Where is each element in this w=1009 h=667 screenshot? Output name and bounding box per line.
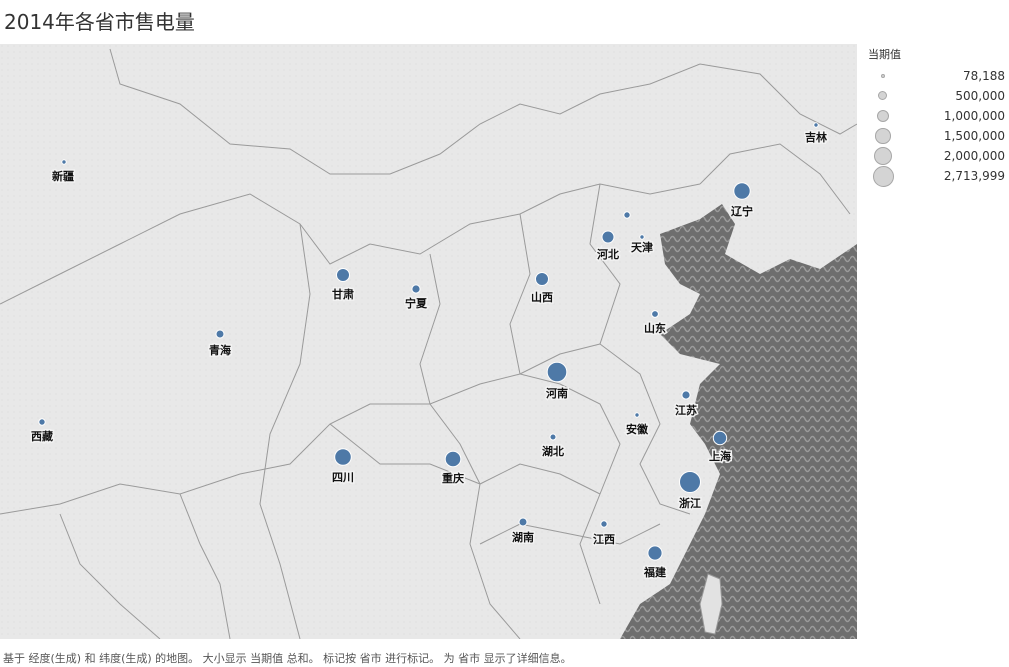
- province-marker[interactable]: [733, 182, 751, 200]
- legend-size-circle: [876, 109, 890, 123]
- province-marker[interactable]: [634, 412, 640, 418]
- province-label: 西藏: [31, 429, 53, 443]
- province-marker[interactable]: [334, 448, 352, 466]
- legend-item: 78,188: [868, 66, 1005, 86]
- legend-size-circle: [872, 165, 894, 187]
- province-label: 山东: [644, 321, 666, 335]
- legend-item: 1,500,000: [868, 126, 1005, 146]
- province-label: 天津: [631, 240, 653, 254]
- province-marker[interactable]: [535, 272, 549, 286]
- legend-label: 1,000,000: [943, 109, 1005, 123]
- province-marker[interactable]: [518, 517, 528, 527]
- province-marker[interactable]: [38, 418, 46, 426]
- legend-label: 2,713,999: [943, 169, 1005, 183]
- province-label: 湖北: [542, 444, 564, 458]
- province-label: 甘肃: [332, 287, 354, 301]
- province-borders: [0, 48, 857, 639]
- province-marker[interactable]: [647, 545, 663, 561]
- province-marker[interactable]: [651, 310, 659, 318]
- province-label: 青海: [209, 343, 231, 357]
- province-label: 辽宁: [731, 204, 753, 218]
- province-label: 浙江: [679, 496, 701, 510]
- legend-label: 1,500,000: [943, 129, 1005, 143]
- legend-item: 2,713,999: [868, 165, 1005, 187]
- province-label: 江西: [593, 532, 615, 546]
- province-marker[interactable]: [61, 159, 67, 165]
- province-marker[interactable]: [639, 234, 645, 240]
- province-label: 宁夏: [405, 296, 428, 310]
- legend-item: 500,000: [868, 86, 1005, 106]
- legend-label: 78,188: [963, 69, 1005, 83]
- legend-size-circle: [878, 91, 888, 101]
- province-marker[interactable]: [411, 284, 421, 294]
- province-marker[interactable]: [336, 268, 350, 282]
- province-marker[interactable]: [549, 433, 557, 441]
- province-label: 四川: [332, 471, 354, 484]
- province-marker[interactable]: [681, 390, 691, 400]
- province-marker[interactable]: [813, 122, 819, 128]
- map-caption: 基于 经度(生成) 和 纬度(生成) 的地图。 大小显示 当期值 总和。 标记按…: [3, 652, 572, 665]
- size-legend: 当期值 78,188 500,000 1,000,000 1,500,000 2,000…: [868, 46, 1005, 187]
- province-marker[interactable]: [546, 361, 568, 383]
- legend-label: 2,000,000: [943, 149, 1005, 163]
- province-label: 江苏: [675, 403, 697, 417]
- legend-size-circle: [875, 128, 891, 144]
- map-area[interactable]: 新疆西藏 青海 甘肃宁夏四川 重庆 山西河南 河北 天津山东湖北湖南 江西 安徽 江苏上海浙江福建…: [0, 44, 857, 639]
- province-marker[interactable]: [601, 230, 615, 244]
- legend-size-circle: [873, 146, 892, 165]
- province-label: 重庆: [442, 471, 464, 485]
- province-label: 福建: [643, 565, 667, 579]
- province-label: 河南: [546, 386, 568, 400]
- province-label: 安徽: [626, 422, 649, 436]
- province-marker[interactable]: [712, 430, 728, 446]
- province-marker[interactable]: [600, 520, 608, 528]
- province-label: 新疆: [52, 169, 74, 183]
- legend-item: 1,000,000: [868, 106, 1005, 126]
- yellow-sea-area: [620, 204, 857, 639]
- legend-size-circle: [880, 73, 886, 79]
- province-label: 湖南: [512, 530, 534, 544]
- province-label: 山西: [531, 290, 553, 304]
- taiwan-island: [699, 573, 723, 635]
- legend-title: 当期值: [868, 48, 901, 61]
- province-marker[interactable]: [215, 329, 225, 339]
- chart-title: 2014年各省市售电量: [4, 10, 195, 34]
- legend-item: 2,000,000: [868, 146, 1005, 166]
- province-marker[interactable]: [679, 471, 701, 493]
- province-marker[interactable]: [623, 211, 631, 219]
- province-label: 上海: [709, 449, 731, 463]
- province-label: 吉林: [805, 130, 827, 144]
- province-label: 河北: [597, 247, 619, 261]
- province-marker[interactable]: [444, 450, 462, 468]
- legend-label: 500,000: [955, 89, 1005, 103]
